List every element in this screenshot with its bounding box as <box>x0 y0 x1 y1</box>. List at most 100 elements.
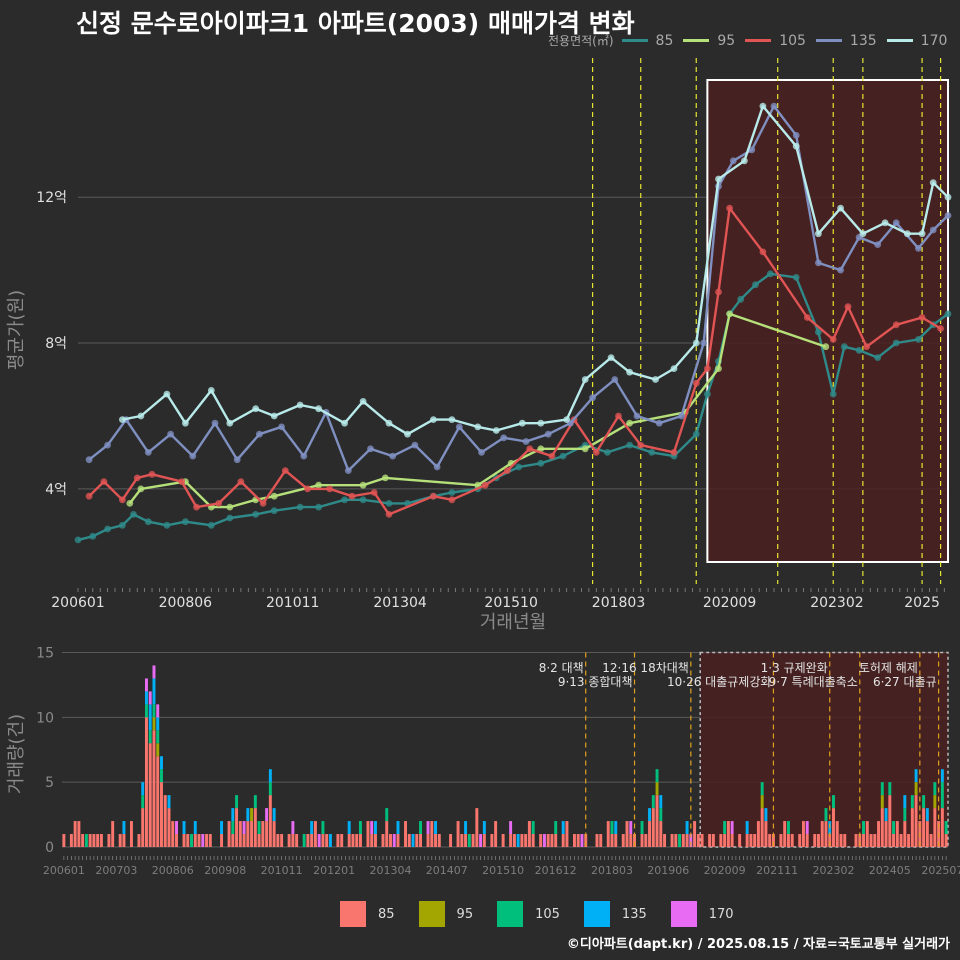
volume-bar-85 <box>437 834 441 847</box>
price-series <box>74 102 952 544</box>
price-point-105 <box>637 441 645 449</box>
volume-bar-85 <box>227 821 231 847</box>
volume-bar-85 <box>621 834 625 847</box>
price-point-135 <box>411 441 419 449</box>
price-point-135 <box>874 241 882 249</box>
volume-legend-item-135: 135 <box>583 901 647 927</box>
volume-bar-85 <box>396 834 400 847</box>
price-point-105 <box>237 478 245 485</box>
volume-bar-85 <box>606 821 610 847</box>
volume-bar-105 <box>760 782 764 796</box>
price-legend-item-135: 135 <box>815 33 877 49</box>
price-point-135 <box>915 244 922 252</box>
price-point-135 <box>433 463 441 471</box>
price-point-85 <box>737 295 745 303</box>
volume-bar-85 <box>313 821 317 847</box>
volume-x-tick-label: 201906 <box>647 864 689 877</box>
volume-bar-85 <box>884 821 888 847</box>
price-legend-item-95: 95 <box>683 33 735 49</box>
price-point-105 <box>85 492 93 500</box>
policy-label: 12·16 18차대책 <box>602 660 689 675</box>
volume-bar-85 <box>869 834 873 847</box>
volume-bar-105 <box>824 808 828 822</box>
volume-bar-170 <box>426 821 430 835</box>
price-legend-label: 85 <box>655 32 674 49</box>
volume-bar-85 <box>576 834 580 847</box>
volume-bar-135 <box>411 834 415 847</box>
price-point-170 <box>607 354 615 361</box>
policy-label: 6·27 대출규 <box>873 675 937 689</box>
price-point-135 <box>770 102 778 110</box>
volume-legend-label: 105 <box>535 906 560 922</box>
policy-label: 9·7 특례대출축소 <box>769 675 858 689</box>
volume-bar-85 <box>895 821 899 847</box>
volume-bar-135 <box>745 821 749 835</box>
volume-bar-85 <box>471 834 475 847</box>
volume-bar-85 <box>565 821 569 847</box>
price-point-135 <box>367 445 374 453</box>
price-point-105 <box>615 412 622 420</box>
price-point-170 <box>315 405 322 413</box>
price-point-85 <box>537 459 545 467</box>
price-point-105 <box>348 492 356 500</box>
volume-bar-85 <box>726 821 730 847</box>
volume-bar-85 <box>892 834 896 847</box>
volume-bar-85 <box>152 730 156 847</box>
volume-bar-85 <box>419 834 422 847</box>
volume-bar-170 <box>392 834 396 847</box>
volume-bar-85 <box>208 834 212 847</box>
volume-bar-85 <box>351 834 355 847</box>
price-point-105 <box>148 470 156 478</box>
volume-bar-105 <box>922 795 926 809</box>
price-point-170 <box>759 102 767 110</box>
price-point-105 <box>526 445 534 453</box>
volume-bar-135 <box>464 821 468 835</box>
volume-x-tick-label: 200703 <box>95 864 137 877</box>
volume-bar-85 <box>456 821 460 847</box>
volume-bar-105 <box>640 821 644 835</box>
volume-bar-170 <box>580 834 584 847</box>
volume-bar-85 <box>321 834 325 847</box>
volume-bar-170 <box>509 821 513 835</box>
volume-bar-85 <box>261 821 265 847</box>
volume-bar-85 <box>531 834 535 847</box>
volume-bar-105 <box>659 808 663 822</box>
price-point-135 <box>389 452 397 460</box>
volume-bar-85 <box>520 834 524 847</box>
volume-bar-85 <box>141 808 145 847</box>
price-legend: 전용면적(㎡) 85 95 105 135 170 <box>548 32 957 49</box>
volume-bar-85 <box>163 795 167 847</box>
price-point-85 <box>104 525 111 533</box>
price-legend-title: 전용면적(㎡) <box>548 34 614 48</box>
volume-bar-85 <box>764 821 768 847</box>
price-x-axis-title: 거래년월 <box>480 612 546 633</box>
volume-bar-85 <box>914 795 918 847</box>
volume-bar-85 <box>798 834 802 847</box>
volume-bar-85 <box>366 821 370 847</box>
price-point-135 <box>278 423 285 431</box>
volume-x-tick-label: 201407 <box>426 864 468 877</box>
volume-bar-105 <box>832 795 835 809</box>
policy-label: 9·13 종합대책 <box>558 674 633 689</box>
price-point-135 <box>815 259 822 267</box>
volume-bar-85 <box>771 834 775 847</box>
volume-bar-85 <box>370 834 374 847</box>
volume-bar-170 <box>242 821 246 835</box>
price-point-135 <box>837 266 844 274</box>
price-point-135 <box>700 339 708 347</box>
price-point-95 <box>715 365 722 372</box>
price-point-105 <box>481 481 489 489</box>
volume-bar-85 <box>929 834 933 847</box>
price-x-tick-label: 2025 <box>904 595 940 611</box>
price-point-105 <box>863 343 870 351</box>
price-point-105 <box>281 467 289 474</box>
price-point-105 <box>133 474 141 482</box>
price-point-85 <box>815 328 822 336</box>
volume-legend-label: 170 <box>708 906 734 922</box>
price-point-170 <box>518 419 526 427</box>
price-point-95 <box>315 481 322 489</box>
volume-bar-85 <box>358 834 362 847</box>
volume-bar-105 <box>940 782 944 809</box>
volume-bar-95 <box>933 795 937 809</box>
price-point-105 <box>100 478 108 485</box>
